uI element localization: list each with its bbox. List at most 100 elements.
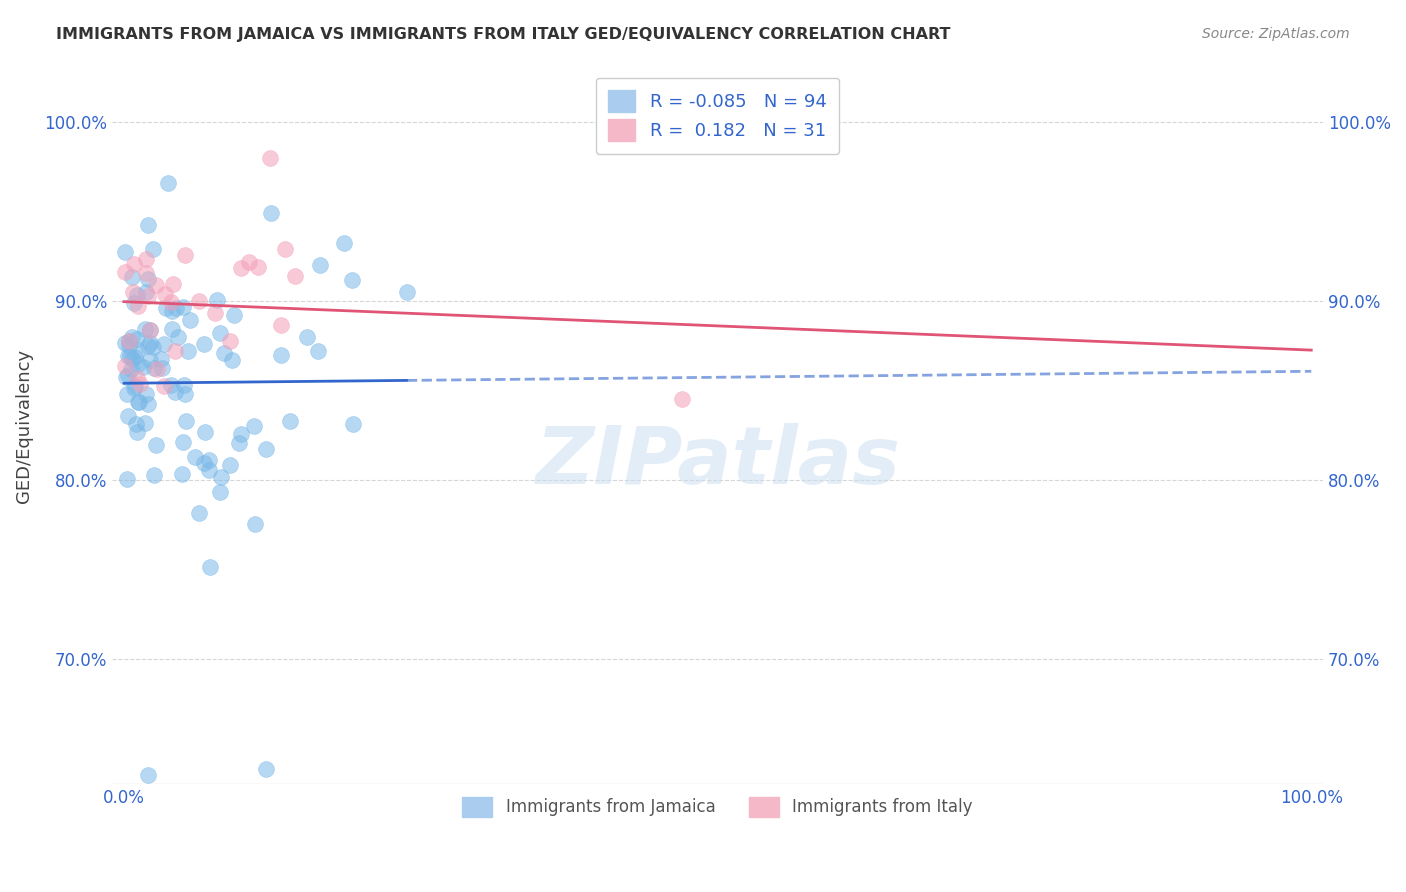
Point (118, 339, 141, 353)
Point (136, 272, 159, 286)
Point (245, 517, 267, 532)
Point (173, 377, 195, 392)
Point (127, 357, 149, 371)
Point (114, 359, 136, 373)
Point (152, 337, 174, 351)
Point (209, 470, 232, 484)
Point (188, 294, 211, 309)
Point (270, 318, 292, 333)
Point (120, 361, 142, 376)
Point (138, 352, 160, 367)
Point (218, 458, 240, 472)
Point (127, 343, 149, 358)
Point (134, 322, 156, 336)
Point (194, 425, 217, 439)
Point (172, 435, 194, 450)
Point (127, 394, 149, 409)
Point (128, 394, 150, 409)
Point (242, 419, 264, 434)
Point (238, 255, 260, 269)
Point (280, 414, 302, 428)
Point (132, 359, 155, 374)
Point (134, 416, 156, 430)
Point (342, 417, 364, 431)
Point (209, 485, 232, 500)
Point (135, 266, 157, 280)
Point (135, 252, 157, 267)
Point (179, 313, 201, 327)
Point (115, 472, 138, 486)
Point (127, 425, 149, 439)
Point (136, 219, 159, 233)
Point (671, 392, 693, 407)
Point (125, 332, 148, 346)
Point (135, 285, 157, 300)
Point (152, 379, 174, 393)
Point (163, 343, 186, 358)
Point (122, 381, 145, 395)
Point (198, 560, 221, 574)
Point (198, 463, 221, 477)
Point (117, 349, 139, 363)
Point (139, 323, 162, 337)
Point (142, 243, 165, 257)
Point (121, 351, 143, 366)
Point (340, 273, 363, 287)
Point (221, 353, 243, 368)
Point (173, 248, 195, 262)
Point (122, 295, 145, 310)
Point (136, 768, 159, 782)
Point (136, 338, 159, 352)
Point (162, 322, 184, 336)
Point (122, 285, 145, 300)
Point (145, 278, 167, 293)
Point (114, 245, 136, 260)
Point (160, 377, 183, 392)
Point (128, 377, 150, 392)
Point (127, 299, 149, 313)
Y-axis label: GED/Equivalency: GED/Equivalency (15, 349, 32, 503)
Legend: Immigrants from Jamaica, Immigrants from Italy: Immigrants from Jamaica, Immigrants from… (454, 789, 981, 825)
Point (125, 417, 148, 431)
Point (209, 326, 232, 340)
Point (246, 260, 269, 274)
Point (127, 371, 149, 385)
Point (142, 467, 165, 482)
Point (153, 286, 176, 301)
Text: Source: ZipAtlas.com: Source: ZipAtlas.com (1202, 27, 1350, 41)
Point (149, 351, 172, 366)
Point (121, 269, 143, 284)
Point (228, 435, 250, 450)
Point (207, 293, 229, 307)
Point (174, 414, 197, 428)
Point (254, 442, 277, 457)
Point (117, 409, 139, 424)
Point (136, 397, 159, 411)
Point (188, 507, 211, 521)
Point (333, 235, 356, 250)
Point (121, 330, 143, 344)
Point (224, 308, 246, 322)
Point (139, 336, 162, 351)
Point (157, 176, 180, 190)
Point (142, 340, 165, 354)
Text: ZIPatlas: ZIPatlas (536, 423, 900, 501)
Point (146, 362, 169, 376)
Point (117, 368, 139, 382)
Point (122, 257, 145, 271)
Point (163, 384, 186, 399)
Point (115, 387, 138, 401)
Point (114, 336, 136, 351)
Point (160, 295, 183, 310)
Point (114, 265, 136, 279)
Point (270, 348, 292, 362)
Point (198, 453, 221, 467)
Point (218, 334, 240, 349)
Point (124, 350, 146, 364)
Point (284, 268, 307, 283)
Point (136, 289, 159, 303)
Point (118, 349, 141, 363)
Point (135, 387, 157, 401)
Point (193, 456, 215, 470)
Point (117, 334, 139, 348)
